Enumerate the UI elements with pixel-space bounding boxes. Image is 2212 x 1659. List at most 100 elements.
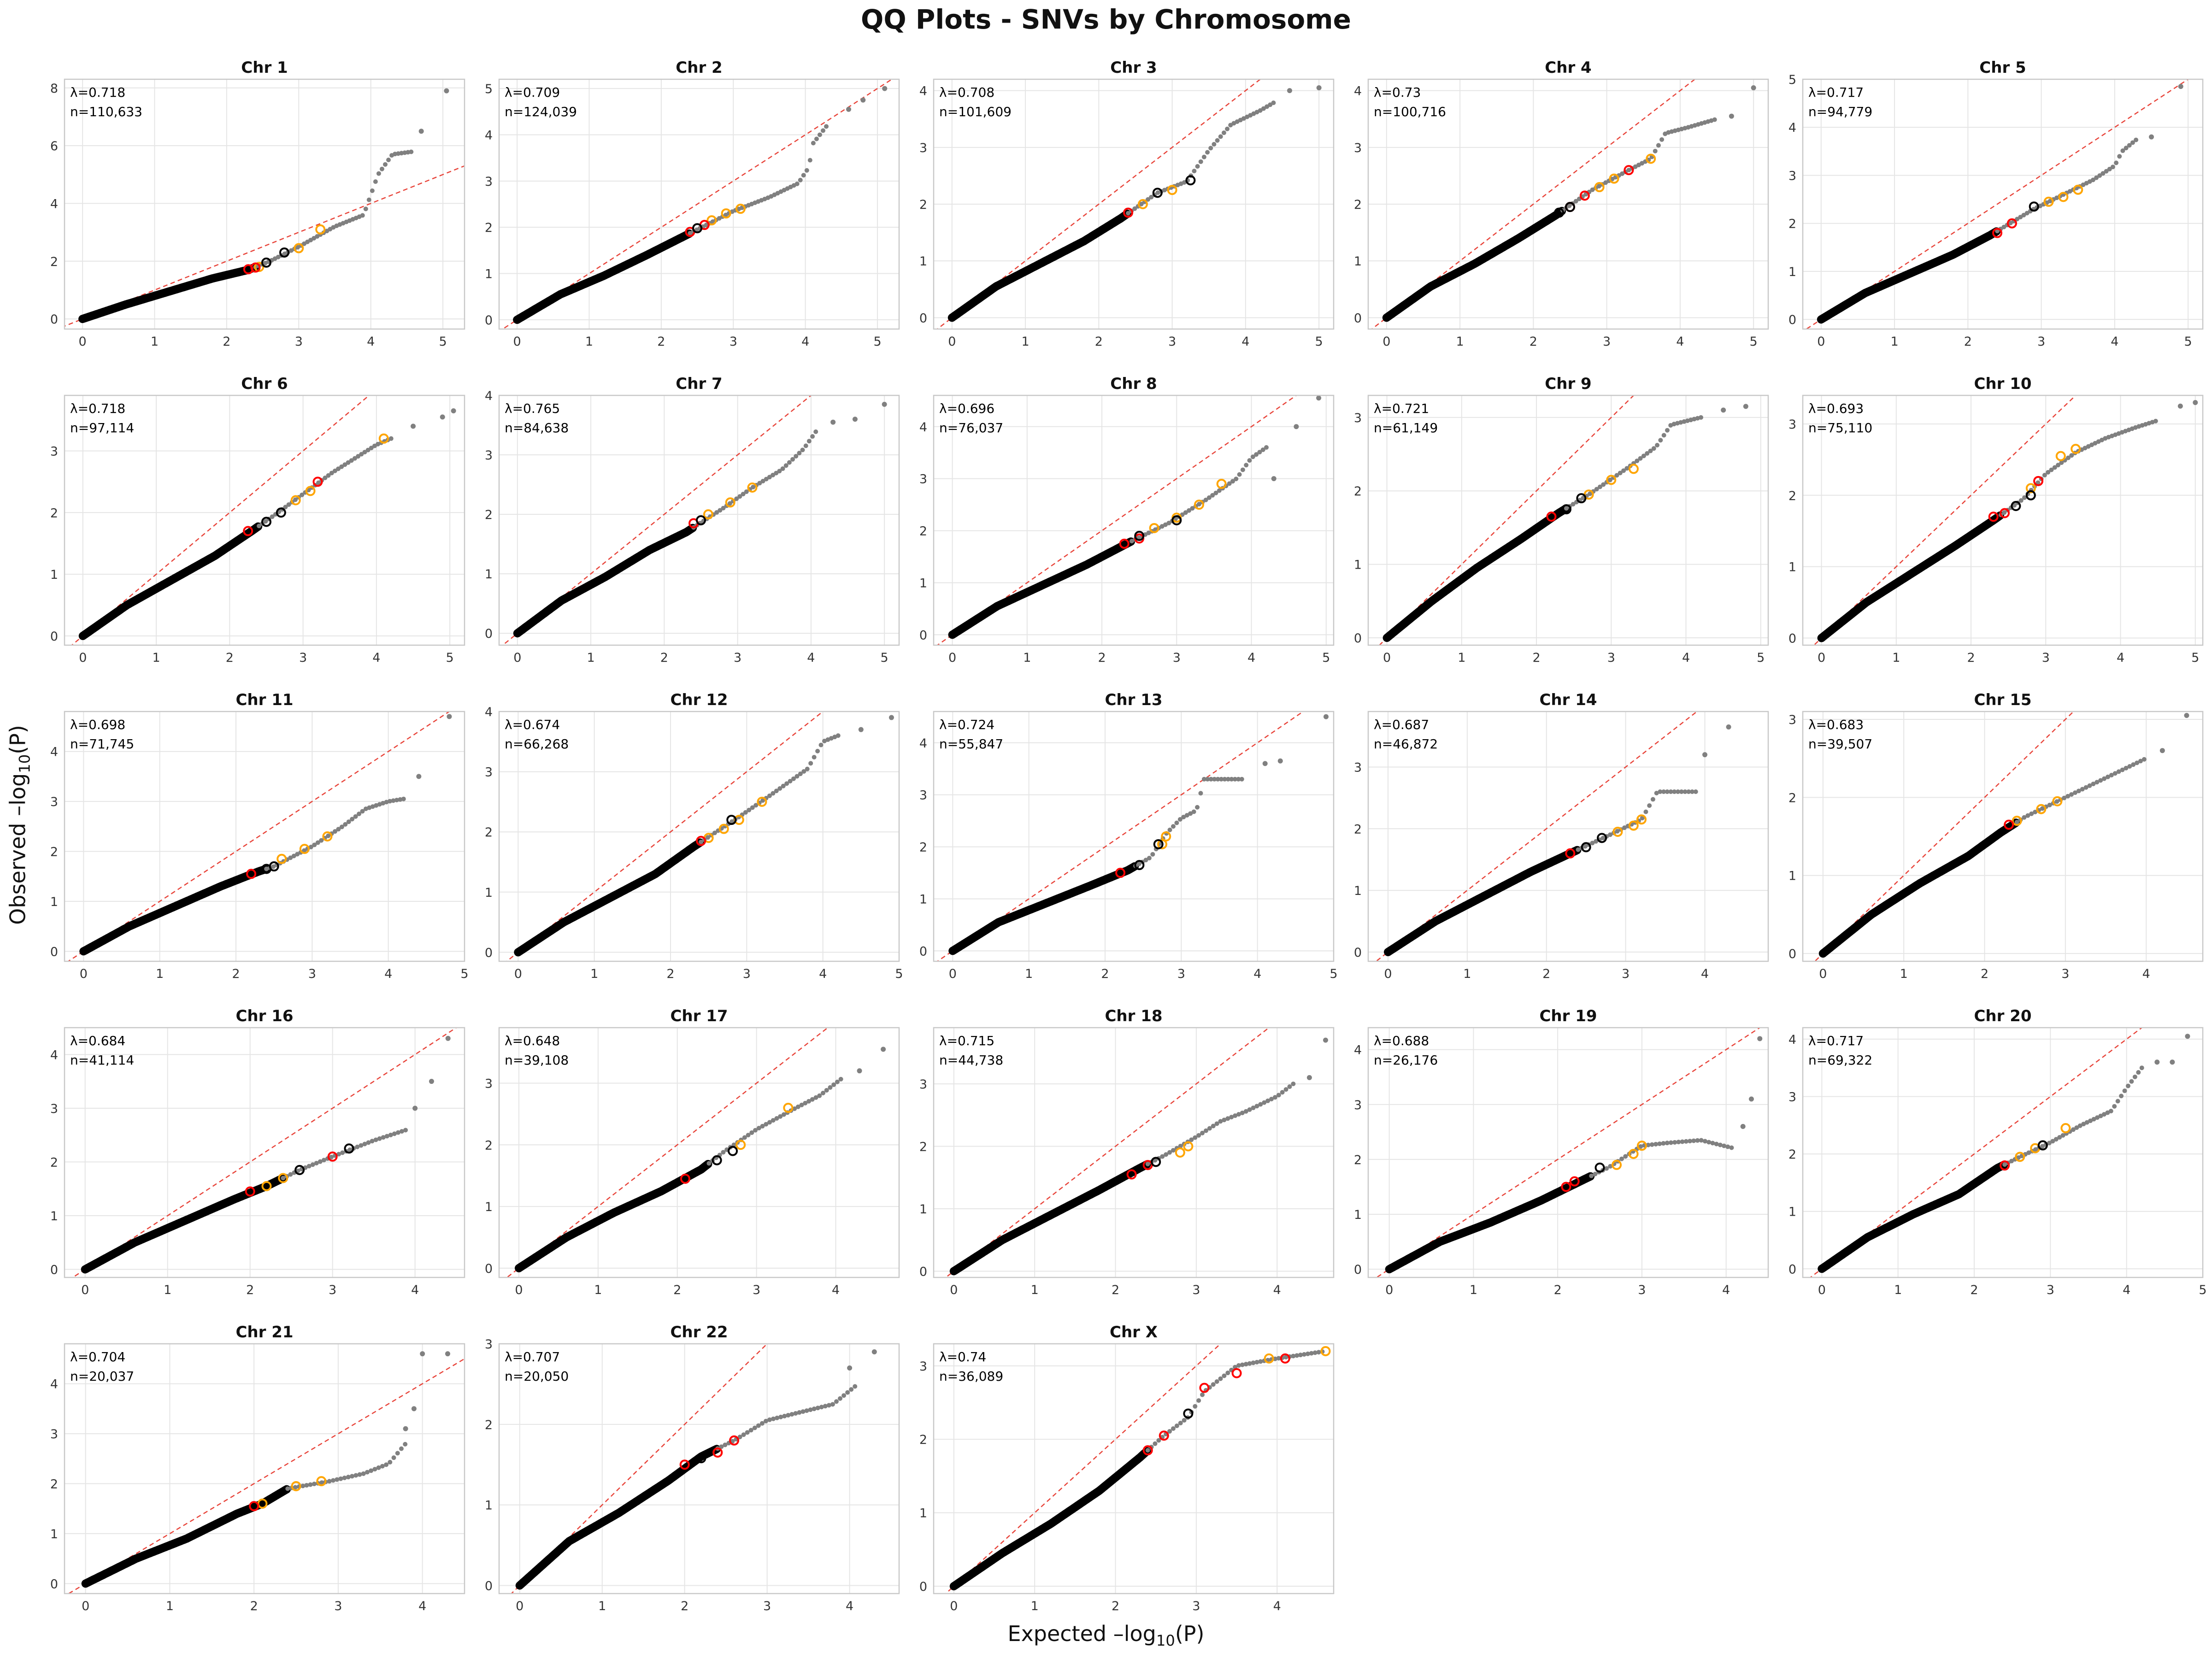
y-tick-label: 2 <box>50 506 58 520</box>
tail-point <box>445 1035 451 1041</box>
y-tick-label: 2 <box>485 1138 493 1153</box>
data-point <box>1184 813 1189 818</box>
data-point <box>1604 1166 1609 1171</box>
lambda-annotation: λ=0.683 <box>1808 717 1864 732</box>
highlight-black-point <box>2025 490 2036 500</box>
data-point <box>1145 1161 1150 1166</box>
panel-title: Chr 21 <box>235 1323 293 1341</box>
data-point <box>1214 1121 1219 1126</box>
x-tick-label: 0 <box>515 1283 523 1297</box>
data-point <box>1218 134 1223 139</box>
data-point <box>778 1414 783 1419</box>
data-point <box>817 1093 822 1098</box>
data-point <box>1287 1084 1292 1089</box>
panel-plot-area <box>71 1028 458 1277</box>
data-point <box>1164 1152 1169 1157</box>
tail-point <box>871 1349 877 1354</box>
data-point <box>2014 819 2019 824</box>
data-point <box>821 128 826 133</box>
data-point <box>1183 510 1188 515</box>
data-point <box>346 460 351 465</box>
x-tick-label: 1 <box>590 967 598 981</box>
y-tick-label: 3 <box>919 788 927 803</box>
panel-chr-13: Chr 13 0 1 2 3 4 5 0 1 2 3 4 λ=0.724 n=55,847 <box>919 691 1338 981</box>
main-points-band <box>513 229 694 324</box>
y-tick-label: 2 <box>919 841 927 855</box>
x-tick-label: 1 <box>587 651 594 665</box>
data-point <box>401 796 406 801</box>
highlight-orange-point <box>757 796 767 807</box>
data-point <box>360 213 365 218</box>
x-tick-label: 2 <box>1098 651 1106 665</box>
data-point <box>741 1432 746 1437</box>
highlight-black-point <box>726 815 737 825</box>
data-point <box>1672 1140 1677 1145</box>
data-point <box>771 1416 776 1421</box>
data-point <box>835 1079 840 1084</box>
reference-line <box>1809 1028 2143 1277</box>
highlight-red-point <box>712 1447 723 1458</box>
data-point <box>1225 1116 1230 1121</box>
panel-frame <box>498 78 900 330</box>
n-annotation: n=46,872 <box>1374 736 1438 752</box>
data-point <box>2059 460 2064 465</box>
x-tick-label: 3 <box>743 967 751 981</box>
data-point <box>403 1441 408 1447</box>
highlight-orange-point <box>1149 523 1159 533</box>
data-point <box>1619 1156 1624 1161</box>
data-point <box>795 1104 800 1109</box>
highlight-red-point <box>1579 190 1590 201</box>
tail-point <box>411 424 416 429</box>
x-tick-label: 0 <box>948 651 956 665</box>
data-point <box>834 1399 839 1404</box>
x-tick-label: 0 <box>1818 651 1825 665</box>
data-point <box>1647 803 1652 808</box>
highlight-black-point <box>1576 493 1587 504</box>
y-tick-label: 0 <box>1788 947 1796 961</box>
data-point <box>1201 154 1206 159</box>
x-tick-label: 3 <box>1177 967 1185 981</box>
panel-plot-area <box>67 1351 465 1594</box>
data-point <box>398 797 403 802</box>
x-tick-label: 3 <box>1607 651 1615 665</box>
highlight-red-point <box>729 1435 740 1446</box>
data-point <box>1174 1424 1179 1429</box>
panel-frame <box>933 711 1335 962</box>
data-point <box>336 1152 341 1157</box>
data-point <box>2054 799 2059 804</box>
highlight-orange-point <box>378 433 389 444</box>
highlight-orange-point <box>1594 182 1605 193</box>
data-point <box>1217 488 1222 493</box>
tail-point <box>440 414 445 420</box>
data-point <box>1214 1379 1219 1384</box>
data-point <box>1683 1139 1688 1144</box>
x-tick-label: 2 <box>1554 1283 1562 1297</box>
highlight-red-point <box>245 1186 255 1197</box>
data-point <box>2033 1147 2038 1152</box>
y-tick-label: 1 <box>919 893 927 907</box>
tail-point <box>411 1406 417 1412</box>
y-tick-label: 2 <box>485 508 493 522</box>
panel-frame <box>1802 394 2204 646</box>
data-point <box>2056 463 2061 468</box>
panel-chr-12: Chr 12 0 1 2 3 4 5 0 1 2 3 4 λ=0.674 n=66,268 <box>485 691 903 981</box>
highlight-red-point <box>1569 1176 1580 1187</box>
n-annotation: n=36,089 <box>939 1369 1003 1384</box>
data-point <box>1640 816 1645 821</box>
data-point <box>1621 468 1626 473</box>
data-point <box>382 162 388 167</box>
x-tick-label: 4 <box>367 335 375 349</box>
x-tick-label: 0 <box>514 967 522 981</box>
y-tick-label: 2 <box>1788 489 1796 503</box>
data-point <box>366 1140 371 1145</box>
x-tick-label: 2 <box>1112 1283 1119 1297</box>
x-tick-label: 3 <box>1173 651 1181 665</box>
x-tick-label: 1 <box>1892 651 1900 665</box>
y-axis-label-subscript: 10 <box>16 754 34 773</box>
x-tick-label: 0 <box>948 335 956 349</box>
data-point <box>2119 1094 2124 1099</box>
highlight-orange-point <box>2055 451 2066 461</box>
highlight-red-point <box>249 1501 259 1512</box>
data-point <box>319 838 324 843</box>
